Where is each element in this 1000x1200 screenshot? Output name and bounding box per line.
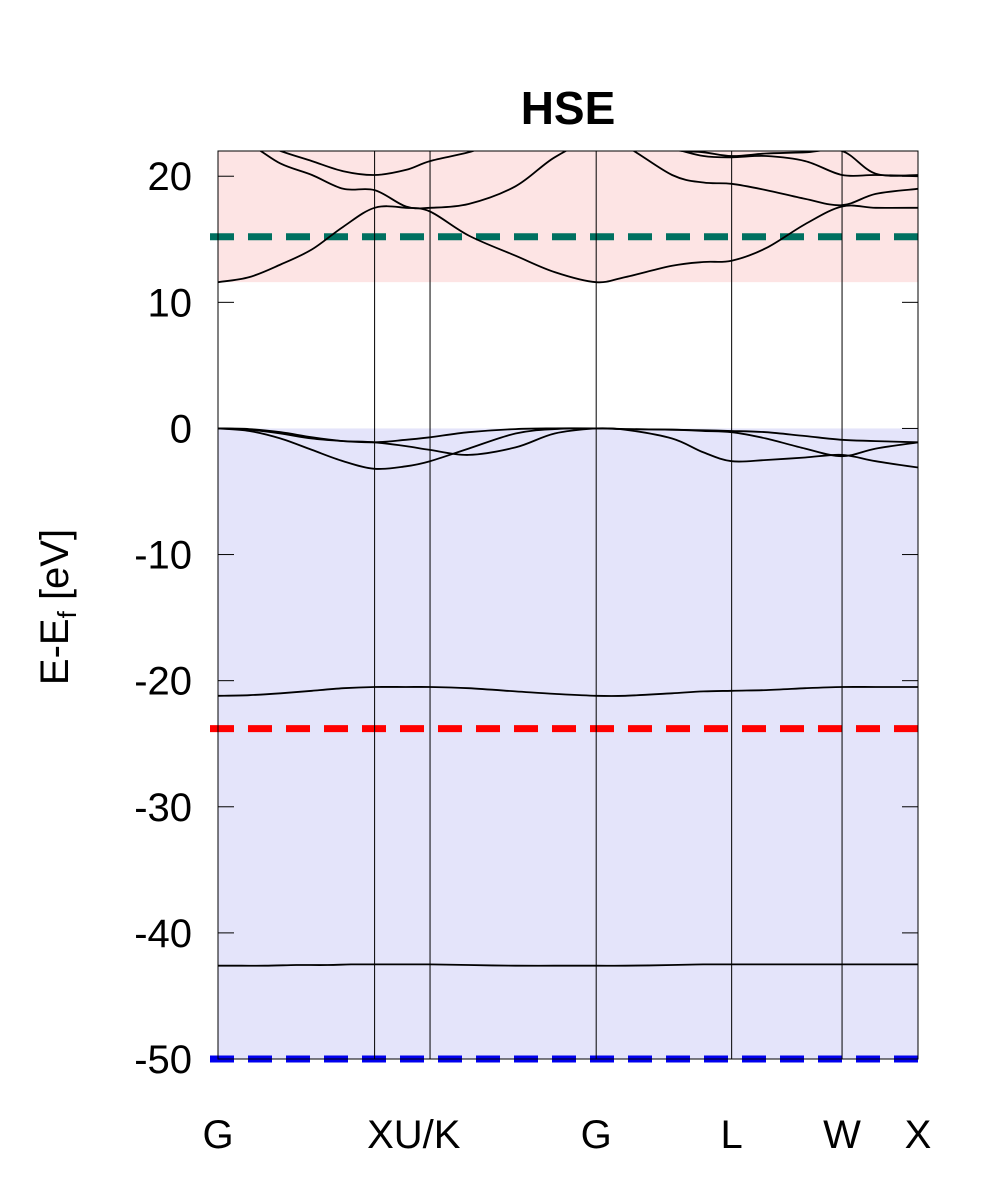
y-tick-label: 0 [170,407,192,451]
band-line [218,204,918,284]
chart-title: HSE [521,82,616,134]
x-tick-labels: G XU/K G L W X [202,1113,931,1157]
shaded-regions [218,151,918,1059]
shaded-region-conduction [218,151,918,283]
band-line [218,427,918,458]
k-point-lines [374,151,843,1059]
y-tick-label: 20 [148,155,193,199]
x-tick-label: G [581,1113,612,1157]
y-tick-label: -50 [134,1038,192,1082]
x-tick-label: X [905,1113,932,1157]
band-line [278,151,918,178]
y-axis-label-main: E-E [33,618,77,685]
y-tick-label: 10 [148,281,193,325]
y-axis-label-subscript: f [52,610,82,618]
y-ticks: 20 10 0 -10 -20 -30 -40 -50 [134,155,918,1082]
x-tick-label: W [823,1113,861,1157]
y-tick-label: -30 [134,786,192,830]
band-line [218,427,918,444]
y-tick-label: -10 [134,534,192,578]
y-axis-label: E-Ef [eV] [33,529,82,685]
band-lines [218,151,918,967]
x-tick-label: G [202,1113,233,1157]
y-tick-label: -20 [134,660,192,704]
band-line [259,151,918,210]
plot-frame [217,150,919,1060]
band-line [218,963,918,967]
x-tick-label: L [721,1113,743,1157]
band-line [218,686,918,697]
y-axis-label-unit: [eV] [33,529,77,611]
y-tick-label: -40 [134,912,192,956]
x-tick-label: XU/K [367,1113,461,1157]
shaded-region-valence [218,428,918,1059]
